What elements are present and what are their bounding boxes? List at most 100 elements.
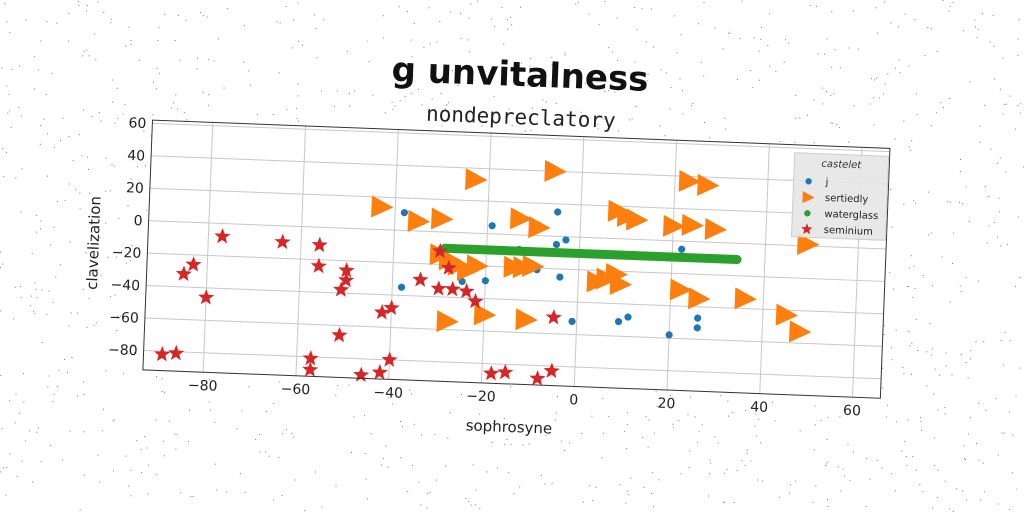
noise-speck [45, 94, 47, 96]
noise-speck [891, 226, 893, 228]
noise-speck [962, 490, 964, 492]
noise-speck [1019, 367, 1021, 369]
noise-speck [952, 2, 954, 3]
noise-speck [779, 141, 781, 142]
noise-speck [890, 347, 892, 349]
seminium-point [412, 271, 429, 287]
noise-speck [302, 44, 303, 46]
noise-speck [236, 428, 238, 430]
noise-speck [806, 114, 808, 116]
noise-speck [1017, 38, 1019, 40]
noise-speck [486, 471, 488, 473]
noise-speck [35, 214, 37, 216]
noise-speck [37, 427, 39, 429]
noise-speck [279, 22, 281, 24]
noise-speck [130, 39, 132, 41]
noise-speck [531, 107, 533, 109]
noise-speck [643, 487, 645, 488]
noise-speck [117, 315, 119, 317]
seminium-point [444, 280, 461, 297]
noise-speck [286, 428, 287, 430]
waterglass-point [566, 249, 574, 257]
noise-speck [959, 170, 961, 172]
noise-speck [852, 10, 854, 12]
noise-speck [367, 498, 369, 500]
noise-speck [2, 263, 4, 265]
noise-speck [53, 146, 55, 148]
j-point [556, 273, 564, 281]
noise-speck [40, 40, 42, 42]
noise-speck [75, 189, 76, 191]
noise-speck [43, 118, 45, 120]
noise-speck [795, 95, 797, 96]
y-grid-line [148, 220, 887, 250]
noise-speck [174, 433, 176, 435]
noise-speck [297, 120, 299, 122]
noise-speck [626, 412, 628, 414]
noise-speck [890, 189, 892, 190]
noise-speck [906, 464, 908, 466]
noise-speck [155, 419, 157, 421]
noise-speck [722, 48, 724, 50]
noise-speck [314, 14, 315, 16]
noise-speck [16, 476, 18, 478]
noise-speck [124, 103, 126, 105]
noise-speck [36, 431, 38, 433]
noise-speck [265, 451, 267, 453]
noise-speck [348, 384, 350, 386]
seminium-point [198, 289, 215, 305]
noise-speck [945, 365, 947, 367]
noise-speck [315, 471, 316, 473]
noise-speck [984, 104, 986, 106]
noise-speck [6, 21, 8, 23]
noise-speck [426, 507, 428, 509]
seminium-point [333, 281, 350, 297]
noise-speck [618, 130, 620, 132]
noise-speck [1002, 57, 1004, 59]
noise-speck [214, 463, 216, 465]
noise-speck [753, 37, 755, 39]
noise-speck [19, 65, 20, 67]
noise-speck [676, 52, 678, 54]
legend-marker-sertiedly [802, 191, 815, 204]
j-point [400, 209, 409, 217]
seminium-point [175, 265, 192, 282]
noise-speck [980, 499, 982, 501]
noise-speck [912, 296, 914, 298]
noise-speck [831, 11, 833, 13]
noise-speck [903, 203, 905, 205]
noise-speck [869, 478, 871, 480]
j-point [554, 208, 562, 216]
noise-speck [1018, 19, 1020, 21]
noise-speck [992, 15, 994, 17]
noise-speck [967, 377, 969, 379]
noise-speck [949, 301, 951, 303]
noise-speck [920, 417, 921, 419]
noise-speck [174, 40, 176, 41]
sertiedly-point [788, 320, 812, 343]
noise-speck [760, 442, 762, 444]
noise-speck [817, 53, 819, 55]
noise-speck [981, 12, 983, 14]
legend-label-waterglass: waterglass [824, 209, 878, 222]
noise-speck [301, 389, 303, 391]
x-tick-label: 60 [843, 403, 861, 420]
noise-speck [30, 295, 32, 297]
noise-speck [527, 84, 529, 86]
noise-speck [903, 120, 905, 122]
waterglass-point [608, 251, 616, 259]
noise-speck [830, 95, 832, 97]
noise-speck [510, 443, 512, 445]
noise-speck [769, 65, 771, 67]
noise-speck [117, 118, 119, 120]
noise-speck [143, 130, 145, 132]
x-grid-line [388, 129, 399, 380]
noise-speck [9, 31, 11, 33]
noise-speck [460, 12, 462, 14]
noise-speck [399, 100, 401, 102]
noise-speck [931, 348, 933, 350]
noise-speck [175, 448, 177, 450]
noise-speck [21, 168, 23, 170]
noise-speck [128, 26, 130, 28]
noise-speck [842, 468, 844, 470]
